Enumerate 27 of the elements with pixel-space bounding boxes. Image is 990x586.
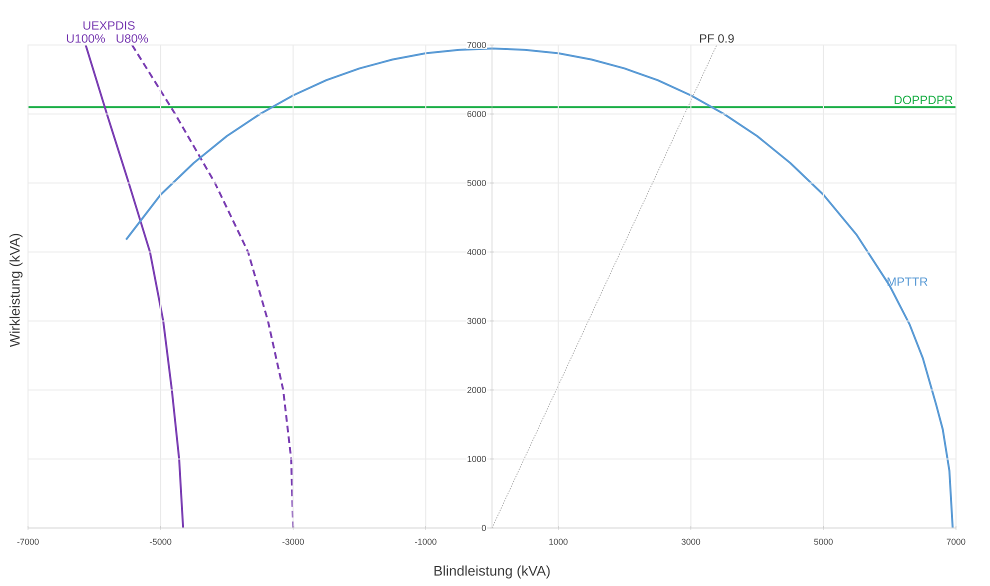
x-tick-label: -7000: [17, 538, 39, 545]
x-axis-title: Blindleistung (kVA): [434, 565, 550, 579]
y-tick-label: 7000: [467, 42, 486, 48]
y-tick-label: 3000: [467, 318, 486, 324]
y-tick-label: 0: [482, 524, 486, 532]
x-tick-label: 7000: [946, 538, 966, 545]
y-tick-label: 1000: [468, 456, 486, 462]
y-tick-label: 6000: [467, 110, 486, 118]
x-tick-label: 1000: [549, 538, 568, 545]
y-tick-label: 5000: [467, 180, 486, 186]
series-label: U100%: [66, 34, 105, 43]
series-label: PF 0.9: [700, 34, 734, 43]
line-series: [125, 47, 954, 529]
y-tick-label: 4000: [467, 248, 486, 256]
x-tick-label: 3000: [682, 538, 700, 545]
series-label: MPTTR: [888, 278, 928, 286]
x-tick-label: -5000: [150, 538, 172, 545]
x-tick-label: 5000: [814, 538, 833, 545]
line-series: [84, 44, 184, 529]
ref-line-label: DOPPDPR: [894, 96, 953, 104]
text: UEXPDIS: [83, 21, 135, 30]
y-axis-title: Wirkleistung (kVA): [9, 234, 23, 347]
x-tick-label: -1000: [415, 538, 436, 545]
y-tick-label: 2000: [467, 386, 486, 394]
x-tick-label: -3000: [282, 538, 304, 545]
series-label: U80%: [116, 34, 148, 43]
line-series: [131, 44, 294, 529]
